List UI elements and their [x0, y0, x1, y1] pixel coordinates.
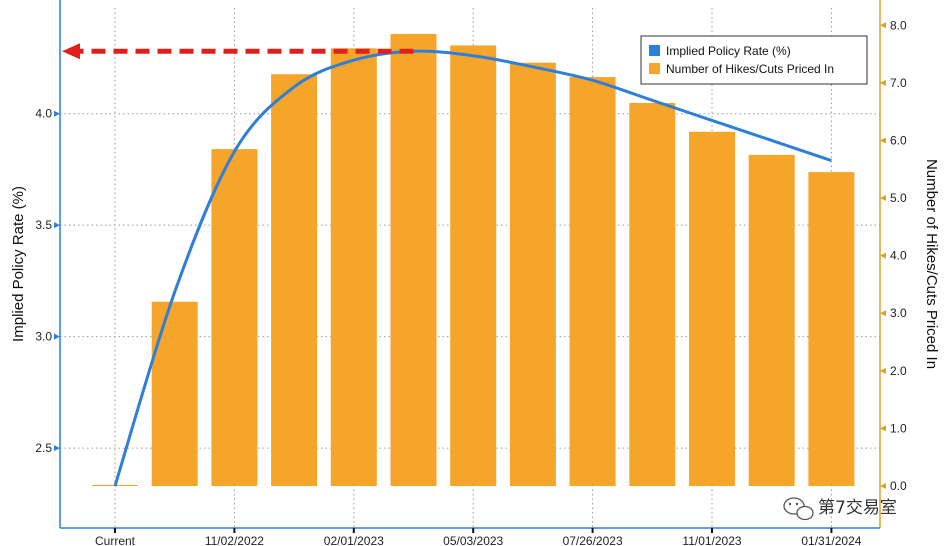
right-tick: [880, 252, 886, 259]
bar: [629, 103, 676, 486]
bar: [748, 154, 795, 487]
x-tick-label: Current: [95, 534, 136, 546]
legend: Implied Policy Rate (%) Number of Hikes/…: [640, 35, 868, 85]
right-tick: [880, 367, 886, 374]
right-tick: [880, 195, 886, 202]
policy-rate-line: [113, 49, 832, 487]
watermark: 第7交易室: [783, 497, 897, 521]
arrow-annotation: [62, 43, 414, 60]
legend-swatch-line: [649, 45, 660, 56]
line-series: [113, 49, 832, 487]
right-tick: [880, 425, 886, 432]
bar-series: [92, 33, 855, 487]
right-tick: [880, 137, 886, 144]
left-axis-title: Implied Policy Rate (%): [10, 186, 27, 342]
bar: [211, 149, 258, 487]
right-tick-label: 3.0: [890, 306, 907, 320]
bar: [390, 33, 437, 487]
right-axis-title: Number of Hikes/Cuts Priced In: [923, 159, 940, 369]
legend-label-bar: Number of Hikes/Cuts Priced In: [666, 62, 834, 76]
left-tick-label: 4.0: [35, 107, 52, 121]
right-tick: [880, 310, 886, 317]
legend-box: [640, 35, 868, 85]
right-tick-label: 8.0: [890, 18, 907, 32]
bar: [689, 131, 735, 486]
right-tick-label: 2.0: [890, 364, 907, 378]
bar: [450, 45, 497, 486]
right-tick-label: 5.0: [890, 191, 907, 205]
left-tick: [54, 445, 60, 452]
bar: [330, 48, 377, 486]
right-tick: [880, 483, 886, 489]
x-tick-label: 11/01/2023: [682, 534, 741, 546]
axes: 2.5 3.0 3.5 4.0 0.0 1.0 2.0 3.0 4.0 5.0 6.0 7.0 8.0 C…: [35, 0, 907, 546]
right-tick: [880, 79, 886, 86]
right-tick-label: 7.0: [890, 76, 907, 90]
left-tick: [54, 110, 60, 117]
x-tick-label: 11/02/2022: [205, 534, 264, 546]
x-tick-label: 01/31/2024: [801, 534, 861, 546]
right-tick-label: 4.0: [890, 249, 907, 263]
right-tick-label: 6.0: [890, 133, 907, 147]
bar: [271, 74, 318, 486]
legend-swatch-bar: [649, 63, 660, 74]
left-tick-label: 3.5: [35, 218, 52, 232]
wechat-icon: [783, 497, 814, 521]
right-tick: [880, 22, 886, 29]
legend-label-line: Implied Policy Rate (%): [666, 44, 791, 58]
arrow-head: [62, 43, 80, 60]
right-tick-label: 1.0: [890, 421, 907, 435]
left-tick-label: 3.0: [35, 330, 52, 344]
watermark-text: 第7交易室: [818, 498, 897, 518]
right-tick-label: 0.0: [890, 479, 907, 493]
left-tick: [54, 222, 60, 229]
x-tick-label: 05/03/2023: [443, 534, 503, 546]
bar: [808, 172, 855, 487]
x-tick-label: 07/26/2023: [563, 534, 623, 546]
bar: [151, 301, 198, 486]
left-tick: [54, 333, 60, 340]
bar: [509, 62, 556, 486]
x-tick-label: 02/01/2023: [324, 534, 384, 546]
bar: [569, 77, 616, 487]
left-tick-label: 2.5: [35, 441, 52, 455]
